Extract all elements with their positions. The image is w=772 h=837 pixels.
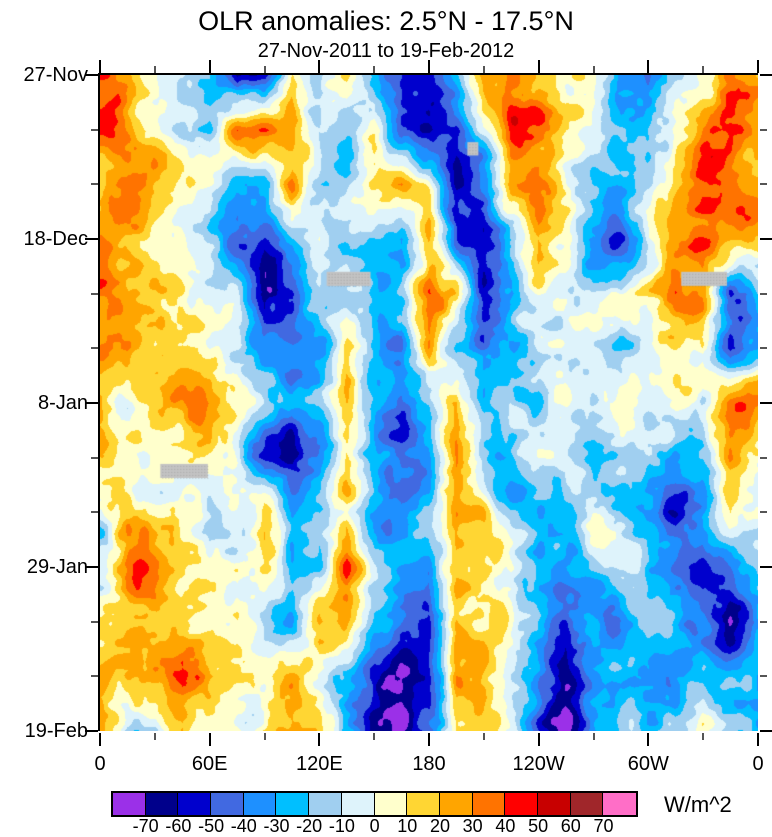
y-major-tick (85, 74, 98, 76)
x-minor-tick (592, 66, 595, 73)
x-major-tick (647, 733, 650, 746)
x-minor-tick (153, 733, 156, 740)
y-minor-tick (760, 347, 767, 349)
y-tick-label: 8-Jan (37, 392, 88, 414)
colorbar-segment (341, 793, 375, 815)
y-tick-label: 29-Jan (26, 556, 88, 578)
x-minor-tick (373, 733, 376, 740)
y-major-tick (85, 566, 98, 568)
colorbar-level-label: 0 (369, 816, 380, 836)
y-major-tick (760, 730, 772, 732)
y-major-tick (760, 238, 772, 240)
y-minor-tick (760, 675, 767, 677)
x-major-tick (318, 60, 321, 73)
colorbar-level-label: 70 (593, 816, 614, 836)
x-minor-tick (373, 66, 376, 73)
x-major-tick (208, 733, 211, 746)
x-major-tick (757, 733, 759, 746)
colorbar-segment (472, 793, 506, 815)
y-minor-tick (91, 129, 98, 131)
x-tick-label: 120E (295, 753, 343, 775)
y-minor-tick (91, 293, 98, 295)
x-tick-label: 120W (512, 753, 565, 775)
x-tick-label: 60E (191, 753, 228, 775)
x-major-tick (318, 733, 321, 746)
x-minor-tick (482, 66, 485, 73)
y-minor-tick (91, 511, 98, 513)
colorbar-segment (505, 793, 538, 815)
chart-title: OLR anomalies: 2.5°N - 17.5°N (198, 6, 574, 36)
y-major-tick (85, 238, 98, 240)
x-minor-tick (592, 733, 595, 740)
x-major-tick (99, 60, 101, 73)
y-tick-label: 18-Dec (23, 228, 88, 250)
colorbar-segment (439, 793, 473, 815)
x-major-tick (428, 60, 430, 73)
x-minor-tick (263, 66, 266, 73)
x-major-tick (647, 60, 650, 73)
colorbar-segment (178, 793, 212, 815)
y-minor-tick (760, 511, 767, 513)
y-major-tick (760, 74, 772, 76)
y-minor-tick (91, 675, 98, 677)
y-major-tick (760, 566, 772, 568)
x-major-tick (99, 733, 101, 746)
y-minor-tick (91, 183, 98, 185)
x-minor-tick (702, 66, 705, 73)
y-major-tick (85, 730, 98, 732)
colorbar-segment (276, 793, 310, 815)
chart-subtitle: 27-Nov-2011 to 19-Feb-2012 (257, 40, 515, 62)
x-major-tick (537, 733, 540, 746)
colorbar-segment (113, 793, 146, 815)
colorbar-segment (603, 793, 636, 815)
y-major-tick (760, 402, 772, 404)
y-tick-label: 19-Feb (24, 720, 88, 742)
x-major-tick (428, 733, 430, 746)
x-tick-label: 60W (627, 753, 669, 775)
x-major-tick (537, 60, 540, 73)
colorbar-units-label: W/m^2 (664, 792, 732, 817)
y-minor-tick (760, 293, 767, 295)
x-tick-label: 0 (752, 753, 764, 775)
colorbar-segment (243, 793, 277, 815)
colorbar-segment (537, 793, 571, 815)
hovmoller-contour-field (100, 75, 758, 731)
colorbar (111, 791, 638, 817)
y-minor-tick (760, 183, 767, 185)
colorbar-segment (145, 793, 179, 815)
x-minor-tick (263, 733, 266, 740)
x-minor-tick (153, 66, 156, 73)
x-tick-label: 0 (94, 753, 106, 775)
y-minor-tick (91, 347, 98, 349)
y-minor-tick (760, 457, 767, 459)
colorbar-segment (211, 793, 244, 815)
x-tick-label: 180 (412, 753, 446, 775)
colorbar-segment (309, 793, 342, 815)
y-tick-label: 27-Nov (23, 64, 88, 86)
y-minor-tick (91, 457, 98, 459)
x-minor-tick (702, 733, 705, 740)
y-major-tick (85, 402, 98, 404)
y-minor-tick (760, 129, 767, 131)
colorbar-segment (570, 793, 604, 815)
x-major-tick (757, 60, 759, 73)
y-minor-tick (760, 621, 767, 623)
colorbar-segment (407, 793, 440, 815)
x-minor-tick (482, 733, 485, 740)
colorbar-segment (374, 793, 408, 815)
x-major-tick (208, 60, 211, 73)
y-minor-tick (91, 621, 98, 623)
